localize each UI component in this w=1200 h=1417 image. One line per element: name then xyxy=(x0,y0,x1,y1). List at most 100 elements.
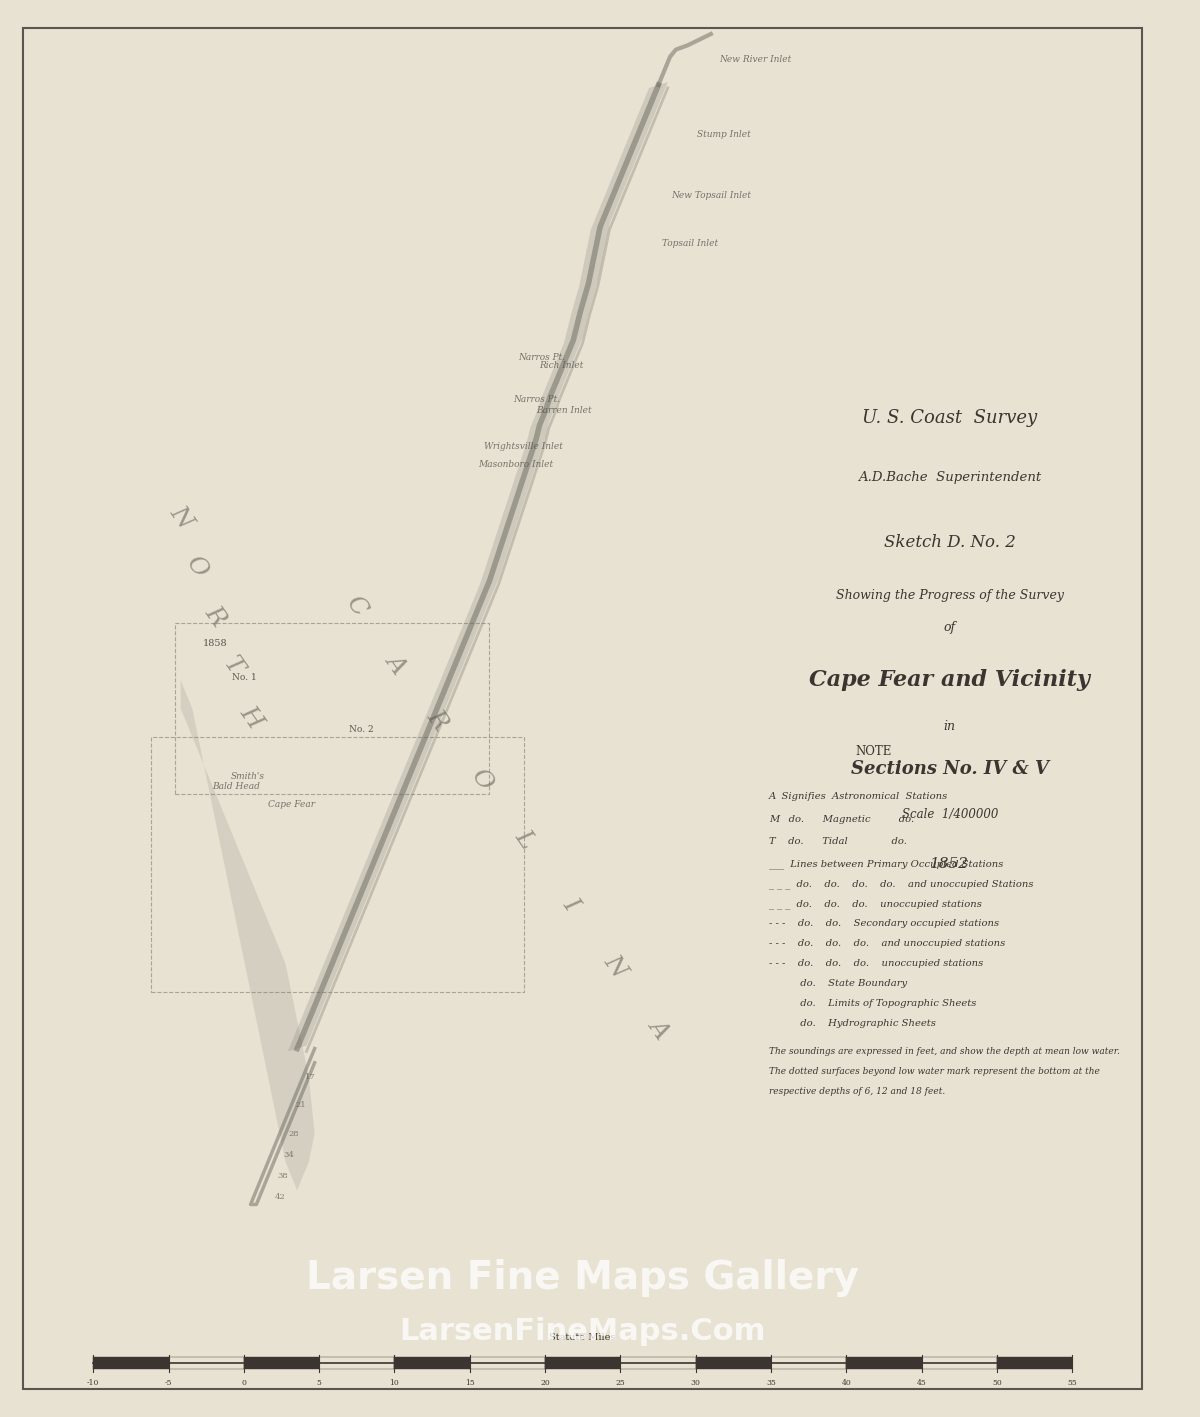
Polygon shape xyxy=(512,465,536,485)
Polygon shape xyxy=(546,366,571,385)
Text: -5: -5 xyxy=(164,1379,173,1387)
Polygon shape xyxy=(451,635,475,655)
Polygon shape xyxy=(317,961,342,981)
Polygon shape xyxy=(427,691,452,711)
Text: 1858: 1858 xyxy=(203,639,228,648)
Polygon shape xyxy=(398,762,424,782)
Polygon shape xyxy=(300,1003,324,1023)
Polygon shape xyxy=(463,606,487,626)
Polygon shape xyxy=(522,436,545,456)
Text: -10: -10 xyxy=(88,1379,100,1387)
Text: 38: 38 xyxy=(277,1172,288,1180)
Text: in: in xyxy=(943,720,955,734)
Text: Sketch D. No. 2: Sketch D. No. 2 xyxy=(884,534,1015,551)
Text: M   do.      Magnetic         do.: M do. Magnetic do. xyxy=(769,815,914,823)
Text: Wrightsville Inlet: Wrightsville Inlet xyxy=(484,442,563,451)
Bar xyxy=(922,1357,997,1369)
Polygon shape xyxy=(341,904,365,924)
Text: 42: 42 xyxy=(275,1193,286,1202)
Text: - - -    do.    do.    do.    unoccupied stations: - - - do. do. do. unoccupied stations xyxy=(769,959,983,968)
Text: 30: 30 xyxy=(691,1379,701,1387)
Polygon shape xyxy=(364,847,388,867)
Text: _ _ _  do.    do.    do.    unoccupied stations: _ _ _ do. do. do. unoccupied stations xyxy=(769,900,982,908)
Polygon shape xyxy=(485,550,508,570)
Polygon shape xyxy=(410,734,434,754)
Polygon shape xyxy=(346,890,371,910)
Polygon shape xyxy=(564,309,589,343)
Text: O: O xyxy=(180,551,211,582)
Text: A: A xyxy=(382,649,410,677)
Bar xyxy=(395,1357,469,1369)
Bar xyxy=(469,1357,545,1369)
Text: T    do.      Tidal              do.: T do. Tidal do. xyxy=(769,837,907,846)
Text: New River Inlet: New River Inlet xyxy=(719,55,791,64)
Polygon shape xyxy=(382,805,406,825)
Polygon shape xyxy=(584,224,610,258)
Text: Scale  1/400000: Scale 1/400000 xyxy=(901,808,998,822)
Bar xyxy=(696,1357,770,1369)
Text: 21: 21 xyxy=(295,1101,306,1110)
Text: I: I xyxy=(559,893,583,915)
Text: Narros Pt.: Narros Pt. xyxy=(518,353,565,361)
Text: A.D.Bache  Superintendent: A.D.Bache Superintendent xyxy=(858,470,1042,485)
Polygon shape xyxy=(508,479,532,499)
Text: 34: 34 xyxy=(283,1151,294,1159)
Polygon shape xyxy=(494,521,517,541)
Text: Bald Head: Bald Head xyxy=(212,782,260,791)
Polygon shape xyxy=(580,252,604,286)
Text: L: L xyxy=(510,826,539,852)
Text: LarsenFineMaps.Com: LarsenFineMaps.Com xyxy=(400,1318,766,1346)
Polygon shape xyxy=(552,351,577,371)
Text: 25: 25 xyxy=(616,1379,625,1387)
Text: 28: 28 xyxy=(288,1129,299,1138)
Bar xyxy=(168,1357,244,1369)
Polygon shape xyxy=(335,918,359,938)
Polygon shape xyxy=(614,139,644,173)
Polygon shape xyxy=(590,196,622,230)
Polygon shape xyxy=(352,876,377,896)
Text: _ _ _  do.    do.    do.    do.    and unoccupied Stations: _ _ _ do. do. do. do. and unoccupied Sta… xyxy=(769,880,1033,888)
Text: Statute Miles: Statute Miles xyxy=(550,1333,616,1342)
Text: N: N xyxy=(600,951,631,982)
Polygon shape xyxy=(571,281,598,315)
Polygon shape xyxy=(392,777,418,796)
Polygon shape xyxy=(602,167,632,201)
Polygon shape xyxy=(288,1032,312,1051)
Text: 10: 10 xyxy=(390,1379,400,1387)
Bar xyxy=(319,1357,395,1369)
Polygon shape xyxy=(468,592,493,612)
Text: 15: 15 xyxy=(464,1379,474,1387)
Polygon shape xyxy=(329,932,353,952)
Text: ___  Lines between Primary Occupied Stations: ___ Lines between Primary Occupied Stati… xyxy=(769,860,1003,869)
Bar xyxy=(997,1357,1072,1369)
Text: respective depths of 6, 12 and 18 feet.: respective depths of 6, 12 and 18 feet. xyxy=(769,1087,946,1095)
Text: Topsail Inlet: Topsail Inlet xyxy=(662,239,718,248)
Polygon shape xyxy=(625,111,656,145)
Polygon shape xyxy=(439,663,463,683)
Polygon shape xyxy=(358,862,383,881)
Text: A: A xyxy=(644,1015,674,1043)
Text: of: of xyxy=(943,621,956,635)
Text: Barren Inlet: Barren Inlet xyxy=(536,407,592,415)
Text: 1852: 1852 xyxy=(930,857,970,871)
Text: 55: 55 xyxy=(1067,1379,1076,1387)
Text: No. 2: No. 2 xyxy=(349,726,373,734)
Polygon shape xyxy=(541,380,565,400)
Polygon shape xyxy=(305,989,330,1009)
Bar xyxy=(846,1357,922,1369)
Text: do.    Limits of Topographic Sheets: do. Limits of Topographic Sheets xyxy=(769,999,977,1007)
Text: NOTE: NOTE xyxy=(856,744,892,758)
Text: C: C xyxy=(341,592,371,621)
Text: - - -    do.    do.    Secondary occupied stations: - - - do. do. Secondary occupied station… xyxy=(769,920,1000,928)
Text: New Topsail Inlet: New Topsail Inlet xyxy=(671,191,751,200)
Text: R: R xyxy=(422,706,452,734)
Text: Smith's: Smith's xyxy=(230,772,265,781)
Bar xyxy=(770,1357,846,1369)
Polygon shape xyxy=(504,493,527,513)
Polygon shape xyxy=(637,82,667,116)
Polygon shape xyxy=(370,833,394,853)
Text: Narros Pt.: Narros Pt. xyxy=(512,395,560,404)
Text: 0: 0 xyxy=(241,1379,246,1387)
Text: N: N xyxy=(164,502,197,533)
Text: U. S. Coast  Survey: U. S. Coast Survey xyxy=(862,410,1037,427)
